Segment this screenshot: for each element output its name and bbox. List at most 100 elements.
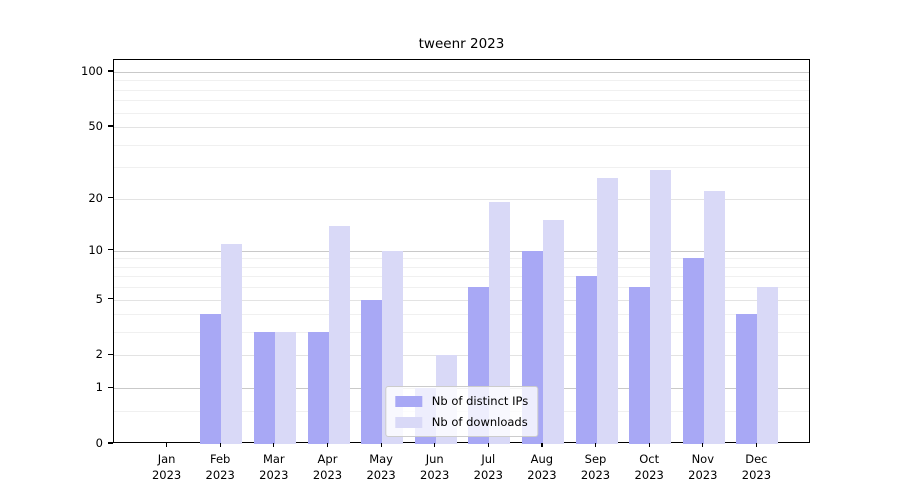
legend-label: Nb of distinct IPs xyxy=(431,394,529,408)
x-tick-label: Jul 2023 xyxy=(474,452,503,483)
grid-line-major xyxy=(114,355,809,357)
grid-line-minor xyxy=(114,332,809,334)
grid-line-minor xyxy=(114,100,809,102)
x-tick-mark xyxy=(326,443,329,447)
grid-line-major xyxy=(114,299,809,301)
bar-distinct-ips xyxy=(253,332,275,444)
x-tick-year: 2023 xyxy=(420,467,450,482)
x-tick-label: Feb 2023 xyxy=(206,452,235,483)
x-tick-mark xyxy=(434,443,436,447)
x-tick-month: Jul xyxy=(481,452,496,466)
x-tick-year: 2023 xyxy=(580,467,611,482)
legend-label: Nb of downloads xyxy=(431,415,528,429)
bar-downloads xyxy=(221,243,243,444)
y-tick-label: 5 xyxy=(95,291,103,306)
x-tick-label: Jan 2023 xyxy=(152,452,181,483)
y-tick-label: 50 xyxy=(88,119,103,133)
chart-title: tweenr 2023 xyxy=(418,36,505,52)
x-tick-mark xyxy=(755,443,758,447)
x-tick-year: 2023 xyxy=(312,467,343,482)
bar-distinct-ips xyxy=(629,287,651,444)
x-tick-mark xyxy=(219,443,221,447)
x-tick-mark xyxy=(594,443,597,447)
y-tick-mark xyxy=(108,196,113,199)
y-tick-mark xyxy=(108,70,113,72)
x-tick-mark xyxy=(541,443,543,447)
grid-line-minor xyxy=(114,258,809,260)
x-tick-mark xyxy=(702,443,704,447)
x-tick-month: Sep xyxy=(584,452,607,466)
x-tick-year: 2023 xyxy=(741,467,772,482)
x-tick-month: Feb xyxy=(210,452,231,466)
x-tick-mark xyxy=(648,443,650,447)
y-tick-label: 0 xyxy=(95,436,103,450)
grid-line-minor xyxy=(114,89,809,91)
grid-line-major xyxy=(114,198,809,200)
x-tick-month: Jun xyxy=(425,452,444,466)
x-tick-month: Mar xyxy=(262,452,285,466)
x-tick-label: Mar 2023 xyxy=(259,452,288,483)
x-tick-label: May 2023 xyxy=(366,452,395,483)
bar-distinct-ips xyxy=(575,276,597,444)
bar-downloads xyxy=(650,169,672,444)
x-tick-label: Jun 2023 xyxy=(420,452,449,483)
x-tick-mark xyxy=(380,443,382,447)
bar-downloads xyxy=(489,202,511,444)
x-tick-year: 2023 xyxy=(151,467,182,482)
bar-downloads xyxy=(703,191,725,444)
bar-downloads xyxy=(596,178,618,444)
x-tick-year: 2023 xyxy=(527,467,557,482)
grid-line-major xyxy=(114,250,809,252)
x-tick-mark xyxy=(487,443,489,447)
x-tick-label: Apr 2023 xyxy=(313,452,342,483)
bar-downloads xyxy=(274,332,296,444)
y-tick-mark xyxy=(108,297,113,300)
x-tick-month: Jan xyxy=(157,452,176,466)
grid-line-minor xyxy=(114,314,809,316)
y-tick-label: 1 xyxy=(95,380,103,395)
bar-downloads xyxy=(542,220,564,444)
bar-distinct-ips xyxy=(200,314,222,444)
x-tick-year: 2023 xyxy=(688,467,718,482)
grid-line-minor xyxy=(114,276,809,278)
x-tick-label: Sep 2023 xyxy=(581,452,610,483)
x-tick-year: 2023 xyxy=(473,467,503,482)
y-tick-mark xyxy=(108,442,113,444)
y-tick-mark xyxy=(108,249,113,251)
x-tick-label: Aug 2023 xyxy=(527,452,556,483)
legend-swatch xyxy=(394,416,422,428)
x-tick-month: Aug xyxy=(530,452,554,466)
grid-line-minor xyxy=(114,167,809,169)
bar-distinct-ips xyxy=(361,299,383,444)
x-tick-month: Dec xyxy=(745,452,768,466)
y-tick-mark xyxy=(108,353,113,356)
plot-area: Nb of distinct IPs Nb of downloads xyxy=(113,59,810,444)
y-tick-mark xyxy=(108,386,113,388)
x-tick-label: Nov 2023 xyxy=(688,452,717,483)
y-tick-label: 100 xyxy=(81,63,103,78)
bar-downloads xyxy=(757,287,779,444)
bar-distinct-ips xyxy=(307,332,329,444)
y-tick-mark xyxy=(108,125,113,127)
x-tick-year: 2023 xyxy=(634,467,664,482)
grid-line-major xyxy=(114,127,809,128)
y-tick-label: 10 xyxy=(88,242,103,257)
x-tick-month: Nov xyxy=(691,452,715,466)
y-tick-label: 2 xyxy=(95,347,103,362)
y-tick-label: 20 xyxy=(88,190,103,205)
bar-downloads xyxy=(328,225,350,444)
grid-line-minor xyxy=(114,144,809,146)
legend-item: Nb of distinct IPs xyxy=(394,394,529,408)
legend: Nb of distinct IPs Nb of downloads xyxy=(384,386,539,437)
x-tick-year: 2023 xyxy=(366,467,396,482)
x-tick-month: Apr xyxy=(317,452,338,466)
grid-line-major xyxy=(114,71,809,73)
bar-distinct-ips xyxy=(736,314,758,444)
x-tick-label: Oct 2023 xyxy=(635,452,664,483)
bar-distinct-ips xyxy=(682,258,704,444)
grid-line-minor xyxy=(114,112,809,114)
x-tick-month: Oct xyxy=(639,452,660,466)
x-tick-year: 2023 xyxy=(205,467,235,482)
x-tick-month: May xyxy=(369,452,393,466)
